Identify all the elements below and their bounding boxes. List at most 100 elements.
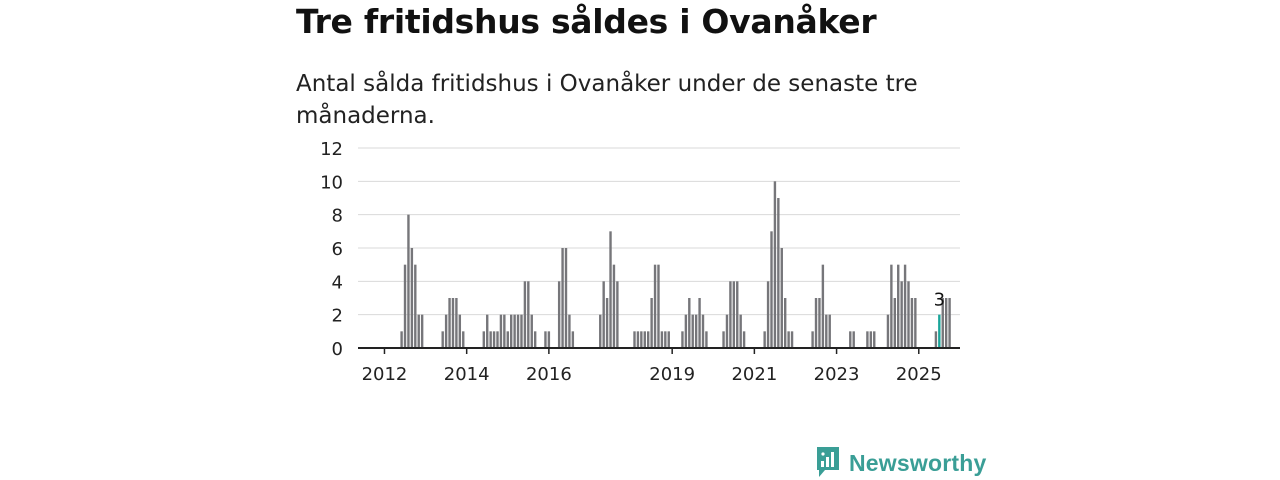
- bar: [691, 314, 694, 348]
- bar: [547, 331, 551, 348]
- bar: [811, 331, 814, 348]
- bar: [681, 331, 684, 348]
- bar: [684, 314, 688, 348]
- bar: [941, 298, 944, 348]
- bar: [694, 314, 698, 348]
- bar: [869, 331, 873, 348]
- bar: [914, 298, 917, 348]
- bar: [486, 314, 489, 348]
- bar: [873, 331, 876, 348]
- bar: [571, 331, 575, 348]
- bar: [705, 331, 708, 348]
- y-axis-labels: 0 2 4 6 8 10 12: [320, 139, 343, 360]
- bar: [944, 298, 948, 348]
- bar: [732, 281, 736, 348]
- newsworthy-icon: [817, 447, 839, 477]
- bar: [657, 264, 660, 348]
- bar: [444, 314, 448, 348]
- chart-title: Tre fritidshus såldes i Ovanåker: [296, 2, 877, 41]
- bar: [729, 281, 732, 348]
- x-tick-label: 2023: [814, 364, 860, 385]
- bars: [400, 181, 951, 348]
- bar: [492, 331, 496, 348]
- bar: [934, 331, 938, 348]
- bar: [513, 314, 516, 348]
- bar: [499, 314, 503, 348]
- brand-name: Newsworthy: [849, 449, 987, 476]
- bar: [506, 331, 509, 348]
- bar: [653, 264, 657, 348]
- bar: [787, 331, 790, 348]
- bar: [698, 298, 701, 348]
- bar: [448, 298, 451, 348]
- bar: [664, 331, 667, 348]
- bar: [609, 231, 612, 348]
- bar: [523, 281, 527, 348]
- bar: [897, 264, 900, 348]
- bar: [633, 331, 636, 348]
- bar: [948, 298, 951, 348]
- bar: [890, 264, 893, 348]
- bar: [736, 281, 739, 348]
- bar: [568, 314, 571, 348]
- bar: [616, 281, 619, 348]
- y-tick-label: 10: [320, 172, 343, 193]
- x-tick-label: 2012: [362, 364, 408, 385]
- bar: [599, 314, 602, 348]
- bar: [643, 331, 646, 348]
- bar: [640, 331, 643, 348]
- bar: [660, 331, 664, 348]
- bar: [900, 281, 903, 348]
- bar: [770, 231, 773, 348]
- bar: [866, 331, 869, 348]
- bar: [441, 331, 444, 348]
- bar-highlight: [938, 314, 941, 348]
- bar: [520, 314, 523, 348]
- bar: [605, 298, 609, 348]
- bar: [516, 314, 520, 348]
- bar: [650, 298, 653, 348]
- x-tick-label: 2019: [649, 364, 695, 385]
- bar: [647, 331, 650, 348]
- bar: [544, 331, 547, 348]
- bar: [814, 298, 818, 348]
- chart-subtitle: Antal sålda fritidshus i Ovanåker under …: [296, 71, 918, 129]
- bar: [462, 331, 465, 348]
- bar: [533, 331, 537, 348]
- bar: [907, 281, 910, 348]
- bar: [527, 281, 530, 348]
- bar: [400, 331, 403, 348]
- bar: [612, 264, 616, 348]
- x-tick-label: 2014: [444, 364, 490, 385]
- bar: [825, 314, 828, 348]
- x-tick-label: 2016: [526, 364, 572, 385]
- bar: [451, 298, 455, 348]
- bar: [784, 298, 787, 348]
- bar: [818, 298, 821, 348]
- bar: [561, 248, 564, 348]
- x-axis-labels: 2012 2014 2016 2019 2021 2023 2025: [362, 348, 942, 385]
- bar: [417, 314, 420, 348]
- y-tick-label: 4: [332, 272, 343, 293]
- bar: [489, 331, 492, 348]
- bar: [766, 281, 770, 348]
- bar: [414, 264, 417, 348]
- bar: [725, 314, 729, 348]
- bar: [420, 314, 424, 348]
- bar: [688, 298, 691, 348]
- y-tick-label: 0: [332, 339, 343, 360]
- x-tick-label: 2021: [731, 364, 777, 385]
- bar: [849, 331, 852, 348]
- bar: [482, 331, 485, 348]
- bar: [530, 314, 533, 348]
- bar: [828, 314, 831, 348]
- bar: [893, 298, 896, 348]
- bar: [564, 248, 568, 348]
- bar: [903, 264, 907, 348]
- bar: [403, 264, 407, 348]
- bar: [455, 298, 458, 348]
- y-tick-label: 8: [332, 206, 343, 227]
- bar: [742, 331, 746, 348]
- bar: [458, 314, 462, 348]
- bar: [821, 264, 825, 348]
